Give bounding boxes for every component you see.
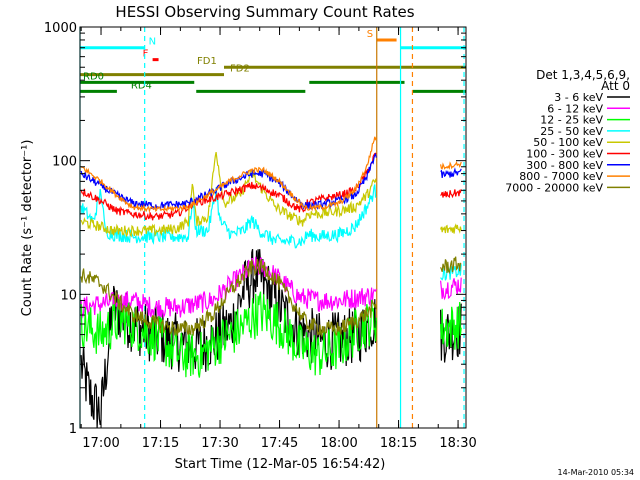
- x-tick-label-3: 17:45: [261, 436, 298, 451]
- y-axis-label: Count Rate (s⁻¹ detector⁻¹): [20, 140, 35, 317]
- x-tick-label-4: 18:00: [320, 436, 357, 451]
- y-tick-label-2: 100: [52, 155, 77, 170]
- series-300-800-kev: [80, 152, 462, 211]
- flag-label-rd0: RD0: [83, 71, 104, 82]
- series-12-25-kev: [80, 291, 462, 378]
- x-tick-label-2: 17:30: [201, 436, 238, 451]
- flag-label-fd2: FD2: [230, 64, 250, 75]
- series-800-7000-kev: [80, 136, 462, 214]
- y-tick-label-0: 1: [69, 422, 77, 437]
- flag-label-f: F: [143, 49, 149, 60]
- series-lines: [80, 136, 462, 429]
- legend-label-800-7000-kev: 800 - 7000 keV: [519, 170, 603, 183]
- legend-label-6-12-kev: 6 - 12 keV: [547, 102, 603, 115]
- x-tick-label-0: 17:00: [82, 436, 119, 451]
- axis-ticks: 17:00 17:15 17:30 17:45 18:00 18:15 18:30 1 10 10…: [44, 21, 477, 451]
- timestamp: 14-Mar-2010 05:34: [558, 468, 635, 477]
- series-100-300-kev: [80, 152, 462, 221]
- flag-bars: N S F FD1 FD2 RD0 RD4: [80, 29, 466, 93]
- legend-label-3-6-kev: 3 - 6 keV: [554, 91, 603, 104]
- flag-label-rd4: RD4: [131, 80, 152, 91]
- chart-title: HESSI Observing Summary Count Rates: [115, 3, 414, 21]
- plot-frame: [79, 26, 467, 429]
- y-tick-label-1: 10: [60, 288, 77, 303]
- series-3-6-kev: [80, 248, 462, 429]
- flag-label-fd1: FD1: [197, 56, 217, 67]
- legend-label-12-25-kev: 12 - 25 keV: [540, 114, 603, 127]
- series-7000-20000-kev: [80, 256, 462, 338]
- x-tick-label-6: 18:30: [439, 436, 476, 451]
- x-tick-label-1: 17:15: [142, 436, 179, 451]
- legend-label-7000-20000-kev: 7000 - 20000 keV: [505, 181, 603, 194]
- y-tick-label-3: 1000: [44, 21, 77, 36]
- flag-label-s: S: [367, 29, 373, 40]
- legend-label-50-100-kev: 50 - 100 keV: [533, 136, 603, 149]
- legend-header-att: Att 0: [601, 79, 630, 93]
- legend-label-300-800-kev: 300 - 800 keV: [526, 159, 603, 172]
- series-50-100-kev: [80, 151, 462, 238]
- legend-label-100-300-kev: 100 - 300 keV: [526, 148, 603, 161]
- legend-header: Det 1,3,4,5,6,9,: [536, 68, 630, 82]
- x-axis-label: Start Time (12-Mar-05 16:54:42): [175, 457, 386, 472]
- x-tick-label-5: 18:15: [380, 436, 417, 451]
- flag-label-n: N: [149, 37, 156, 48]
- legend-label-25-50-kev: 25 - 50 keV: [540, 125, 603, 138]
